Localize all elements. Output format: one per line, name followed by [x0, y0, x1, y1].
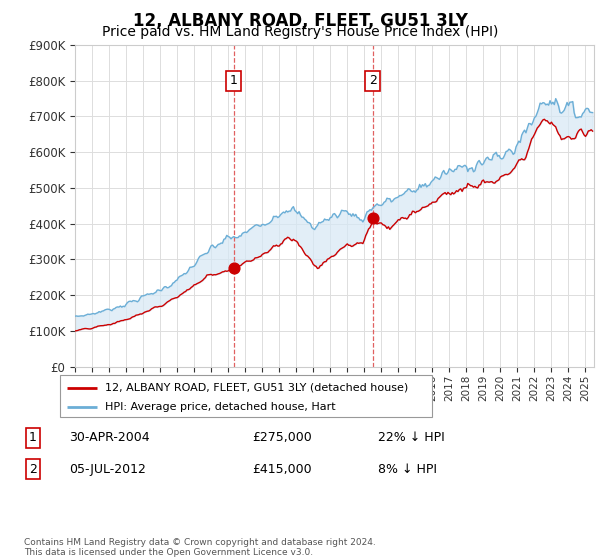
- Text: 2: 2: [369, 74, 377, 87]
- Text: Contains HM Land Registry data © Crown copyright and database right 2024.
This d: Contains HM Land Registry data © Crown c…: [24, 538, 376, 557]
- Text: 05-JUL-2012: 05-JUL-2012: [69, 463, 146, 476]
- Text: HPI: Average price, detached house, Hart: HPI: Average price, detached house, Hart: [104, 402, 335, 412]
- Text: 22% ↓ HPI: 22% ↓ HPI: [378, 431, 445, 445]
- Point: [229, 264, 239, 273]
- Point: [368, 214, 377, 223]
- Text: 1: 1: [230, 74, 238, 87]
- Text: 12, ALBANY ROAD, FLEET, GU51 3LY (detached house): 12, ALBANY ROAD, FLEET, GU51 3LY (detach…: [104, 383, 408, 393]
- Text: 12, ALBANY ROAD, FLEET, GU51 3LY: 12, ALBANY ROAD, FLEET, GU51 3LY: [133, 12, 467, 30]
- Text: £415,000: £415,000: [252, 463, 311, 476]
- FancyBboxPatch shape: [60, 375, 432, 417]
- Text: 8% ↓ HPI: 8% ↓ HPI: [378, 463, 437, 476]
- Text: 1: 1: [29, 431, 37, 445]
- Text: Price paid vs. HM Land Registry's House Price Index (HPI): Price paid vs. HM Land Registry's House …: [102, 25, 498, 39]
- Text: £275,000: £275,000: [252, 431, 312, 445]
- Text: 30-APR-2004: 30-APR-2004: [69, 431, 149, 445]
- Text: 2: 2: [29, 463, 37, 476]
